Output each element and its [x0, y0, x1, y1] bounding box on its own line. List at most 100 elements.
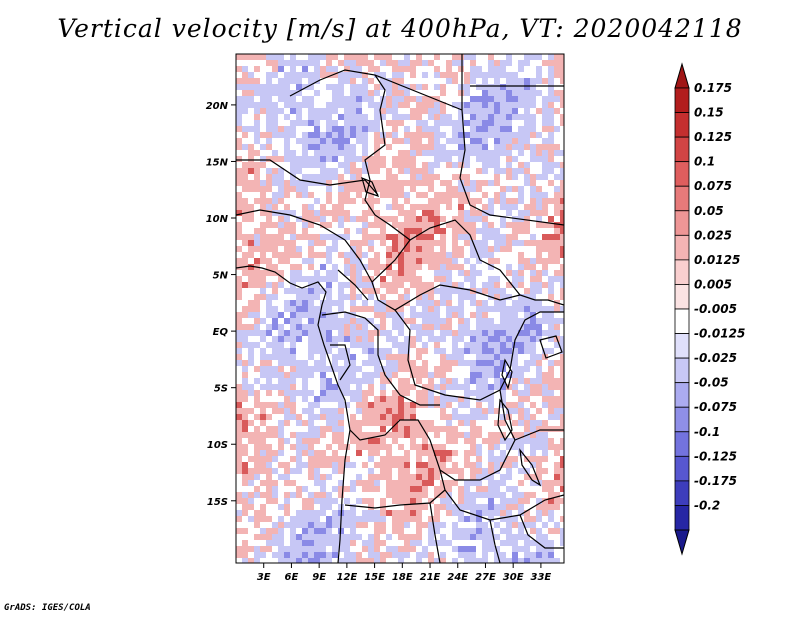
field-cell — [458, 456, 465, 463]
field-cell — [404, 552, 411, 559]
field-cell — [350, 144, 357, 151]
field-cell — [254, 84, 261, 91]
field-cell — [332, 264, 339, 271]
field-cell — [536, 312, 543, 319]
field-cell — [398, 210, 405, 217]
field-cell — [236, 402, 243, 409]
field-cell — [392, 66, 399, 73]
field-cell — [500, 150, 507, 157]
field-cell — [278, 78, 285, 85]
field-cell — [248, 498, 255, 505]
field-cell — [302, 390, 309, 397]
field-cell — [494, 132, 501, 139]
field-cell — [476, 222, 483, 229]
field-cell — [482, 198, 489, 205]
field-cell — [236, 306, 243, 313]
field-cell — [452, 186, 459, 193]
field-cell — [422, 540, 429, 547]
field-cell — [338, 384, 345, 391]
field-cell — [248, 348, 255, 355]
field-cell — [422, 492, 429, 499]
field-cell — [272, 312, 279, 319]
field-cell — [314, 288, 321, 295]
field-cell — [386, 414, 393, 421]
field-cell — [506, 126, 513, 133]
field-cell — [404, 558, 411, 563]
field-cell — [560, 486, 564, 493]
field-cell — [446, 414, 453, 421]
field-cell — [248, 204, 255, 211]
field-cell — [356, 228, 363, 235]
field-cell — [518, 540, 525, 547]
field-cell — [326, 210, 333, 217]
field-cell — [308, 540, 315, 547]
field-cell — [332, 108, 339, 115]
field-cell — [356, 354, 363, 361]
y-tick-label: 10S — [207, 440, 228, 451]
field-cell — [518, 546, 525, 553]
field-cell — [446, 318, 453, 325]
field-cell — [434, 348, 441, 355]
field-cell — [548, 510, 555, 517]
field-cell — [530, 156, 537, 163]
field-cell — [410, 228, 417, 235]
field-cell — [464, 264, 471, 271]
field-cell — [524, 342, 531, 349]
field-cell — [302, 498, 309, 505]
field-cell — [308, 300, 315, 307]
field-cell — [380, 384, 387, 391]
field-cell — [476, 492, 483, 499]
field-cell — [368, 72, 375, 79]
field-cell — [356, 270, 363, 277]
field-cell — [356, 234, 363, 241]
field-cell — [266, 504, 273, 511]
field-cell — [494, 186, 501, 193]
field-cell — [542, 102, 549, 109]
field-cell — [398, 468, 405, 475]
field-cell — [512, 126, 519, 133]
field-cell — [338, 114, 345, 121]
field-cell — [440, 234, 447, 241]
field-cell — [362, 348, 369, 355]
field-cell — [494, 144, 501, 151]
field-cell — [524, 96, 531, 103]
field-cell — [554, 528, 561, 535]
field-cell — [416, 420, 423, 427]
field-cell — [494, 96, 501, 103]
field-cell — [446, 174, 453, 181]
field-cell — [422, 102, 429, 109]
field-cell — [356, 132, 363, 139]
field-cell — [302, 534, 309, 541]
field-cell — [482, 492, 489, 499]
field-cell — [392, 444, 399, 451]
field-cell — [260, 198, 267, 205]
field-cell — [308, 126, 315, 133]
field-cell — [494, 354, 501, 361]
field-cell — [386, 474, 393, 481]
field-cell — [296, 210, 303, 217]
colorbar-box — [674, 333, 690, 359]
field-cell — [278, 168, 285, 175]
field-cell — [260, 312, 267, 319]
field-cell — [428, 222, 435, 229]
field-cell — [500, 426, 507, 433]
field-cell — [248, 474, 255, 481]
field-cell — [410, 306, 417, 313]
field-cell — [446, 66, 453, 73]
field-cell — [398, 276, 405, 283]
field-cell — [356, 432, 363, 439]
field-cell — [392, 540, 399, 547]
field-cell — [338, 150, 345, 157]
field-cell — [530, 96, 537, 103]
field-cell — [452, 72, 459, 79]
field-cell — [428, 228, 435, 235]
field-cell — [254, 360, 261, 367]
field-cell — [530, 198, 537, 205]
field-cell — [440, 486, 447, 493]
field-cell — [482, 540, 489, 547]
field-cell — [392, 162, 399, 169]
field-cell — [254, 330, 261, 337]
field-cell — [398, 66, 405, 73]
field-cell — [392, 486, 399, 493]
field-cell — [524, 270, 531, 277]
